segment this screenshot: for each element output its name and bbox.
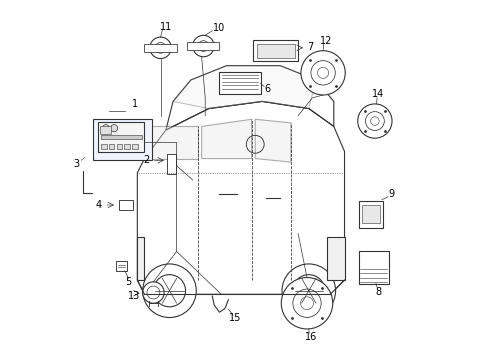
Circle shape [357,104,391,138]
Bar [358,201,382,228]
Circle shape [192,35,214,57]
Bar [98,122,144,152]
Bar [358,251,388,284]
Bar [326,237,344,280]
Text: 9: 9 [387,189,393,199]
Text: 16: 16 [304,332,316,342]
Text: 3: 3 [73,159,79,169]
Circle shape [149,37,171,59]
Text: 12: 12 [319,36,331,46]
Text: 14: 14 [371,89,383,99]
Text: 2: 2 [143,156,149,165]
Bar [253,40,298,62]
Bar [115,261,127,271]
Bar [124,144,130,149]
Circle shape [102,125,109,132]
Text: 15: 15 [229,312,241,323]
Text: 13: 13 [127,291,140,301]
Bar [93,119,151,160]
Text: 8: 8 [374,287,380,297]
Text: 5: 5 [125,277,131,287]
Polygon shape [255,119,290,162]
Text: 7: 7 [306,42,312,52]
Bar [132,144,138,149]
Bar [119,200,132,210]
Bar [101,135,142,139]
Text: 11: 11 [160,22,172,32]
Text: 6: 6 [264,84,270,94]
Bar [257,44,294,58]
Text: 10: 10 [213,23,225,33]
Polygon shape [173,66,315,109]
Bar [362,205,379,223]
Polygon shape [201,119,251,158]
Bar [166,154,175,174]
Text: 4: 4 [96,200,102,210]
Circle shape [142,264,196,318]
Circle shape [282,264,335,318]
Bar [100,126,110,134]
Bar [108,144,114,149]
Bar [116,144,122,149]
Text: 1: 1 [131,99,138,109]
Circle shape [281,278,332,329]
Circle shape [142,282,164,303]
Bar [101,144,106,149]
Bar [137,237,144,280]
Bar [144,44,176,52]
Bar [187,42,219,50]
Bar [219,72,260,94]
Circle shape [300,51,345,95]
Circle shape [110,125,118,132]
Polygon shape [144,126,198,158]
